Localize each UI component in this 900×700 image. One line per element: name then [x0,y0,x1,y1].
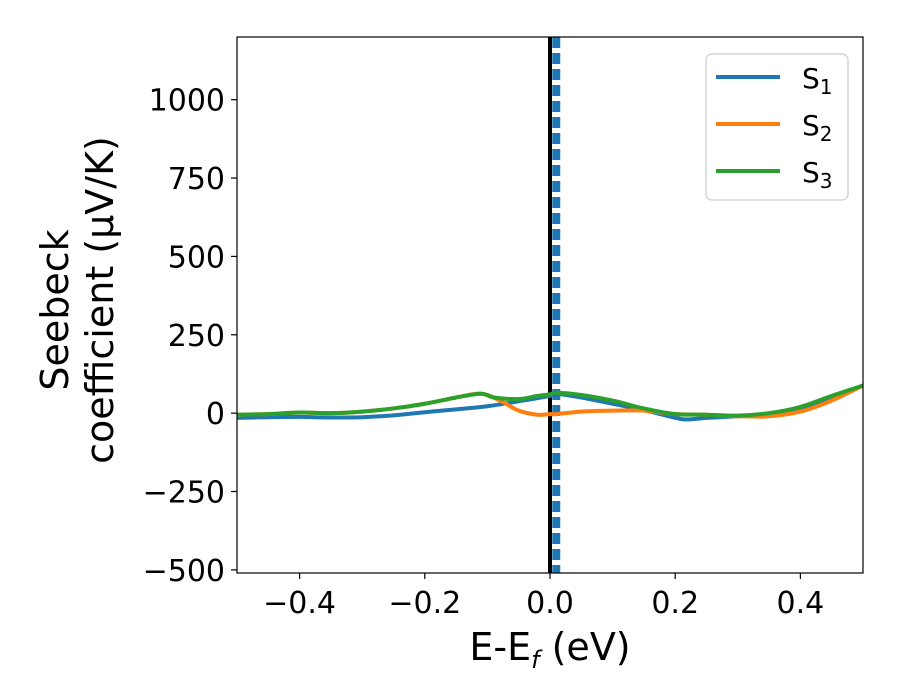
legend-label-2: S2 [802,109,833,146]
y-tick-label: −250 [143,476,225,511]
legend-entry-1: S1 [716,62,833,99]
x-axis-title-main: E-E [469,625,531,669]
plot-area [237,37,863,573]
legend-entry-2: S2 [716,109,833,146]
x-tick-label: 0.0 [526,586,574,621]
y-tick-label: 750 [168,162,225,197]
y-tick-label: −500 [143,554,225,589]
plot-inner [237,37,863,573]
x-tick-label: −0.4 [263,586,336,621]
y-tick-label: 1000 [149,84,225,119]
y-tick-label: 0 [206,397,225,432]
y-axis-title-line2: coefficient (μV/K) [78,136,122,464]
x-tick-label: 0.2 [651,586,699,621]
y-tick-label: 250 [168,319,225,354]
x-axis-title: E-Ef (eV) [469,625,630,674]
legend-label-1: S1 [802,62,833,99]
legend: S1 S2 S3 [705,53,849,201]
legend-label-3: S3 [802,156,833,193]
x-axis-title-unit: (eV) [540,625,631,669]
y-tick-label: 500 [168,240,225,275]
y-axis-title-line1: Seebeck [33,229,77,390]
series-line-3 [237,383,863,418]
x-tick-label: 0.4 [777,586,825,621]
legend-entry-3: S3 [716,156,833,193]
legend-box [705,53,849,201]
axes: −0.4 −0.2 0.0 0.2 0.4 −500 −250 0 250 500 750 1000 [143,36,864,621]
x-tick-label: −0.2 [388,586,461,621]
